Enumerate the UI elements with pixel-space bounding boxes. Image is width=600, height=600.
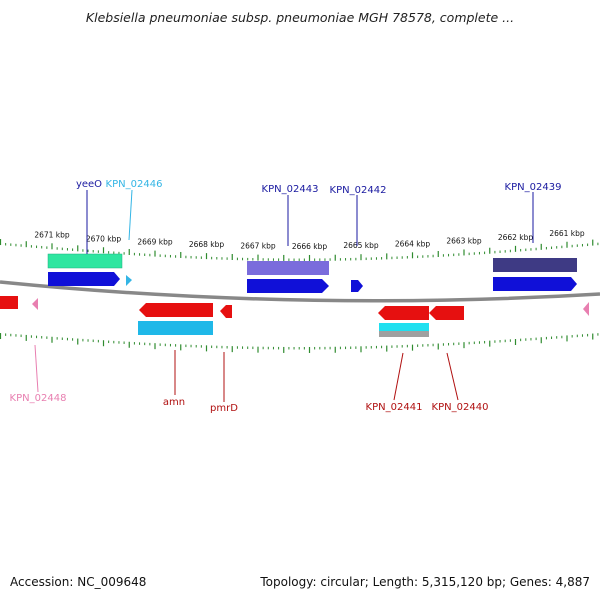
cds-feature-KPN-02443[interactable]: [247, 279, 329, 293]
gene-feature-amn[interactable]: [138, 321, 213, 335]
gene-label-KPN-02446[interactable]: KPN_02446: [106, 179, 163, 190]
cds-feature-KPN-02441[interactable]: [378, 306, 429, 320]
ruler-label: 2671 kbp: [34, 230, 70, 239]
ruler-label: 2669 kbp: [137, 238, 173, 247]
cds-feature-pmrD[interactable]: [220, 305, 232, 318]
cds-feature-yeeO[interactable]: [48, 272, 120, 286]
gene-feature-yeeO[interactable]: [47, 253, 123, 269]
ruler-ticks-top: [0, 239, 599, 261]
gene-feature-KPN-02439[interactable]: [493, 258, 577, 272]
leader-line-KPN-02440: [446, 352, 459, 401]
cds-feature-KPN-02448[interactable]: [32, 298, 38, 310]
cds-feature-KPN-02439[interactable]: [493, 277, 577, 291]
gene-feature-KPN-02441-pseudo[interactable]: [379, 331, 429, 337]
gene-label-KPN-02441[interactable]: KPN_02441: [366, 402, 423, 413]
cds-feature-KPN-02446[interactable]: [126, 275, 132, 286]
genome-summary-text: Topology: circular; Length: 5,315,120 bp…: [260, 575, 590, 589]
gene-label-KPN-02443[interactable]: KPN_02443: [262, 184, 319, 195]
ruler-label: 2664 kbp: [395, 239, 431, 248]
gene-label-KPN-02440[interactable]: KPN_02440: [432, 402, 489, 413]
ruler-label: 2661 kbp: [549, 229, 585, 238]
leader-line-KPN-02446: [128, 189, 133, 241]
gene-feature-KPN-02443[interactable]: [247, 261, 329, 275]
ruler-label: 2670 kbp: [86, 234, 122, 243]
gene-label-KPN-02448[interactable]: KPN_02448: [10, 393, 67, 404]
gene-label-KPN-02442[interactable]: KPN_02442: [330, 185, 387, 196]
leader-line-KPN-02441: [393, 352, 404, 401]
gene-label-KPN-02439[interactable]: KPN_02439: [505, 182, 562, 193]
ruler-labels: 2671 kbp 2670 kbp 2669 kbp 2668 kbp 2667 kbp…: [34, 229, 585, 251]
ruler-label: 2665 kbp: [343, 241, 379, 250]
ruler-label: 2662 kbp: [498, 233, 534, 242]
ruler-label: 2663 kbp: [446, 236, 482, 245]
ruler-label: 2666 kbp: [292, 242, 328, 251]
cds-feature-KPN-02440[interactable]: [429, 306, 464, 320]
cds-feature-KPN-02442[interactable]: [351, 280, 363, 292]
gene-label-pmrD[interactable]: pmrD: [210, 403, 238, 414]
genome-backbone: [0, 280, 600, 303]
gene-label-amn[interactable]: amn: [163, 397, 185, 408]
ruler-ticks-bottom: [0, 333, 599, 353]
gene-feature-KPN-02441[interactable]: [379, 323, 429, 331]
cds-feature-right-edge[interactable]: [583, 302, 589, 316]
gene-feature-left-edge[interactable]: [0, 296, 18, 309]
cds-feature-amn[interactable]: [139, 303, 213, 317]
ruler-label: 2668 kbp: [189, 240, 225, 249]
leader-line-KPN-02448: [34, 344, 39, 393]
ruler-label: 2667 kbp: [240, 242, 276, 251]
map-title: Klebsiella pneumoniae subsp. pneumoniae …: [85, 10, 515, 25]
gene-label-yeeO[interactable]: yeeO: [76, 179, 102, 190]
accession-text: Accession: NC_009648: [10, 575, 147, 589]
